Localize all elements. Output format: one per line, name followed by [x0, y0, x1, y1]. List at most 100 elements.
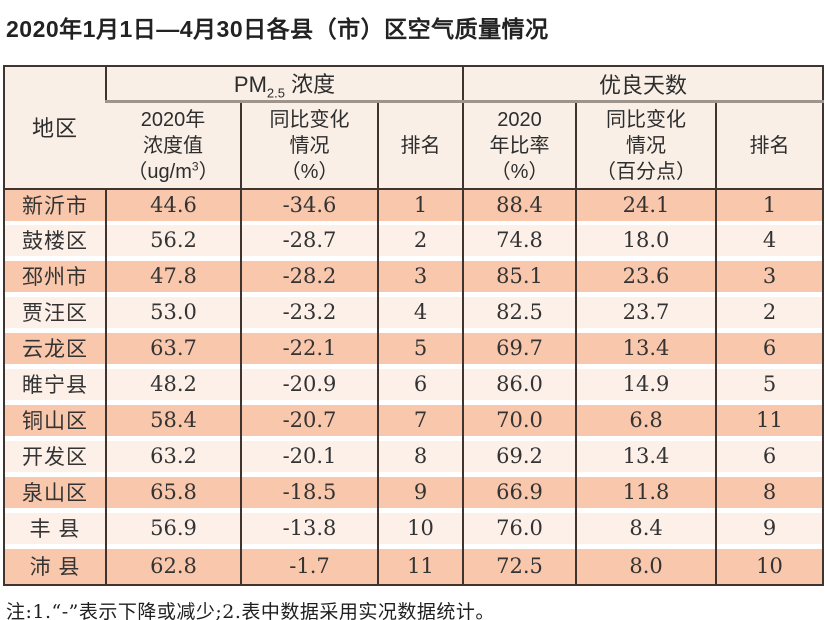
table-body: 新沂市 44.6 -34.6 1 88.4 24.1 1 鼓楼区 56.2 -2… — [4, 188, 824, 585]
good-change-column-header: 同比变化 情况 （百分点） — [575, 101, 717, 190]
pm-rank-cell: 3 — [376, 260, 464, 297]
pm-value-cell: 53.0 — [105, 296, 241, 333]
table-row: 邳州市 47.8 -28.2 3 85.1 23.6 3 — [4, 260, 824, 297]
good-rate-cell: 70.0 — [462, 404, 577, 441]
good-change-header-unit: （百分点） — [596, 160, 697, 183]
good-rate-header-line1: 2020 — [497, 108, 542, 131]
good-rank-cell: 4 — [715, 224, 824, 261]
good-rate-header-line2: 年比率 — [489, 134, 550, 157]
pm-value-unit-sup: 3 — [191, 158, 199, 173]
table-row: 铜山区 58.4 -20.7 7 70.0 6.8 11 — [4, 404, 824, 441]
group-header-row: 地区 PM2.5 浓度 优良天数 — [4, 66, 824, 190]
pm-value-header-line2: 浓度值 — [143, 134, 203, 157]
page-title: 2020年1月1日—4月30日各县（市）区空气质量情况 — [6, 16, 549, 42]
pm-change-cell: -20.7 — [240, 404, 378, 441]
pm-value-cell: 56.9 — [105, 512, 241, 549]
pm-value-header-line1: 2020年 — [140, 108, 206, 131]
pm-rank-column-header: 排名 — [376, 101, 464, 190]
pm-value-cell: 63.2 — [105, 440, 241, 477]
region-cell: 贾汪区 — [4, 296, 106, 333]
pm25-label-prefix: PM — [233, 72, 267, 97]
good-change-cell: 13.4 — [575, 440, 717, 477]
good-rank-cell: 5 — [715, 368, 824, 405]
pm-rank-cell: 2 — [376, 224, 464, 261]
region-cell: 丰 县 — [4, 512, 106, 549]
good-rate-cell: 85.1 — [462, 260, 577, 297]
pm-rank-cell: 6 — [376, 368, 464, 405]
pm-change-cell: -20.1 — [240, 440, 378, 477]
good-rank-column-header: 排名 — [715, 101, 824, 190]
table-row: 鼓楼区 56.2 -28.7 2 74.8 18.0 4 — [4, 224, 824, 261]
good-rate-column-header: 2020 年比率 （%） — [462, 101, 577, 190]
pm-rank-cell: 8 — [376, 440, 464, 477]
table-row: 沛 县 62.8 -1.7 11 72.5 8.0 10 — [4, 548, 824, 585]
region-cell: 邳州市 — [4, 260, 106, 297]
good-change-cell: 13.4 — [575, 332, 717, 369]
pm-rank-cell: 11 — [376, 548, 464, 585]
good-rate-cell: 76.0 — [462, 512, 577, 549]
pm-value-cell: 47.8 — [105, 260, 241, 297]
pm-value-column-header: 2020年 浓度值 （ug/m3） — [106, 101, 241, 190]
good-change-cell: 24.1 — [575, 188, 717, 225]
pm-value-unit-pre: （ug/m — [127, 160, 192, 183]
pm-change-header-unit: （%） — [280, 160, 339, 183]
pm-change-cell: -1.7 — [240, 548, 378, 585]
pm-rank-cell: 10 — [376, 512, 464, 549]
table-row: 云龙区 63.7 -22.1 5 69.7 13.4 6 — [4, 332, 824, 369]
footnote: 注:1.“-”表示下降或减少;2.表中数据采用实况数据统计。 — [6, 600, 495, 620]
pm-value-cell: 62.8 — [105, 548, 241, 585]
pm25-group-header: PM2.5 浓度 — [104, 66, 464, 104]
table-header: 地区 PM2.5 浓度 优良天数 2020年 浓度值 （ug/m3） 同比变化 … — [4, 66, 824, 190]
pm-change-cell: -18.5 — [240, 476, 378, 513]
sub-header-row: 2020年 浓度值 （ug/m3） 同比变化 情况 （%） 排名 2020 年比… — [4, 101, 824, 190]
pm-value-cell: 65.8 — [105, 476, 241, 513]
air-quality-table: 地区 PM2.5 浓度 优良天数 2020年 浓度值 （ug/m3） 同比变化 … — [3, 65, 825, 586]
pm-value-cell: 58.4 — [105, 404, 241, 441]
good-rank-cell: 1 — [715, 188, 824, 225]
pm-value-cell: 44.6 — [105, 188, 241, 225]
good-rank-cell: 6 — [715, 440, 824, 477]
pm-value-unit-post: ） — [198, 160, 219, 183]
table-row: 新沂市 44.6 -34.6 1 88.4 24.1 1 — [4, 188, 824, 225]
good-rate-header-unit: （%） — [490, 160, 549, 183]
pm-change-cell: -34.6 — [240, 188, 378, 225]
pm25-subscript: 2.5 — [266, 85, 285, 101]
pm-rank-cell: 5 — [376, 332, 464, 369]
pm-value-cell: 56.2 — [105, 224, 241, 261]
good-change-cell: 14.9 — [575, 368, 717, 405]
table-row: 丰 县 56.9 -13.8 10 76.0 8.4 9 — [4, 512, 824, 549]
good-rate-cell: 88.4 — [462, 188, 577, 225]
good-rate-cell: 82.5 — [462, 296, 577, 333]
good-change-header-line1: 同比变化 — [606, 108, 687, 131]
pm-rank-cell: 9 — [376, 476, 464, 513]
pm-value-cell: 63.7 — [105, 332, 241, 369]
region-cell: 开发区 — [4, 440, 106, 477]
pm-rank-cell: 4 — [376, 296, 464, 333]
good-rank-cell: 10 — [715, 548, 824, 585]
good-days-group-header: 优良天数 — [462, 66, 824, 104]
good-change-cell: 8.0 — [575, 548, 717, 585]
good-rate-cell: 69.7 — [462, 332, 577, 369]
pm-change-cell: -22.1 — [240, 332, 378, 369]
good-rate-cell: 86.0 — [462, 368, 577, 405]
good-change-cell: 6.8 — [575, 404, 717, 441]
region-column-header: 地区 — [4, 66, 106, 190]
region-cell: 沛 县 — [4, 548, 106, 585]
pm-change-cell: -28.2 — [240, 260, 378, 297]
good-rank-cell: 2 — [715, 296, 824, 333]
table-row: 开发区 63.2 -20.1 8 69.2 13.4 6 — [4, 440, 824, 477]
pm-rank-cell: 7 — [376, 404, 464, 441]
region-cell: 睢宁县 — [4, 368, 106, 405]
region-cell: 泉山区 — [4, 476, 106, 513]
good-rate-cell: 66.9 — [462, 476, 577, 513]
pm-value-cell: 48.2 — [105, 368, 241, 405]
region-cell: 新沂市 — [4, 188, 106, 225]
good-change-header-line2: 情况 — [626, 134, 667, 157]
pm-change-header-line2: 情况 — [289, 134, 330, 157]
pm-change-cell: -13.8 — [240, 512, 378, 549]
good-rank-cell: 6 — [715, 332, 824, 369]
good-rank-cell: 8 — [715, 476, 824, 513]
pm-change-cell: -20.9 — [240, 368, 378, 405]
good-rate-cell: 72.5 — [462, 548, 577, 585]
